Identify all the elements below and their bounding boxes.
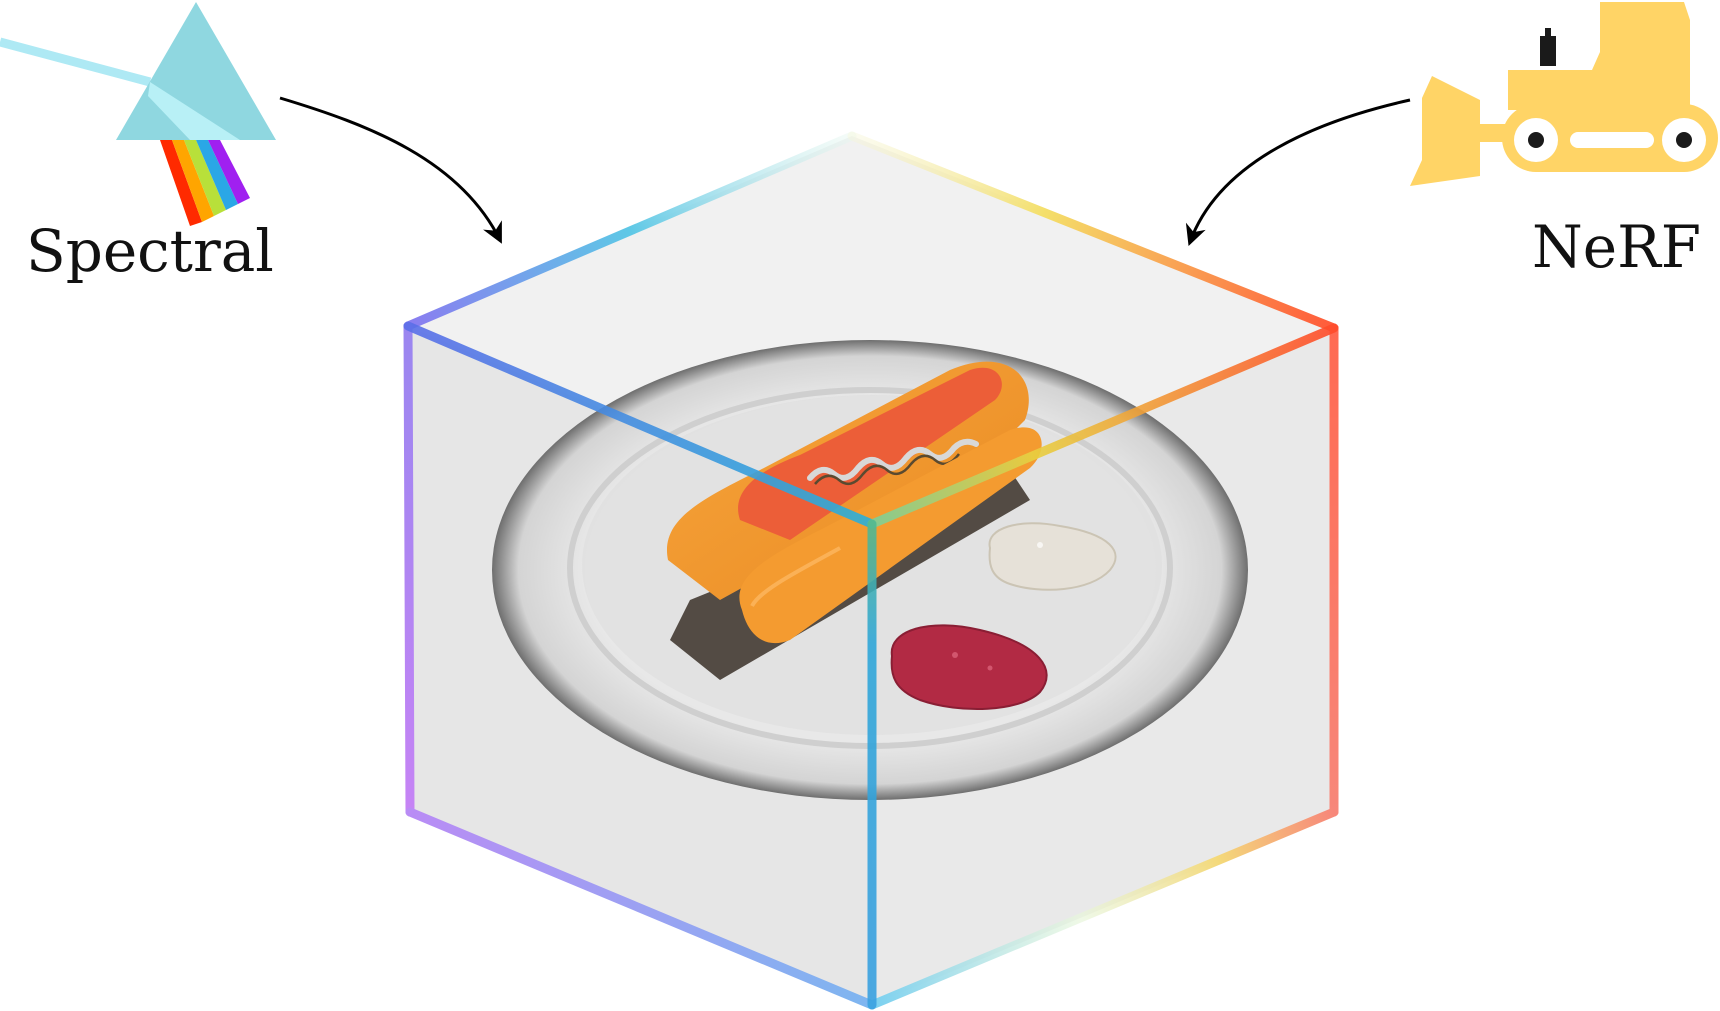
- rainbow-spectrum: [160, 140, 250, 226]
- prism-rainbow-icon: [0, 2, 276, 226]
- spectral-arrow: [279, 96, 502, 244]
- nerf-arrow: [1185, 98, 1411, 246]
- cube-wireframe: [403, 131, 1339, 1010]
- cube-edge: [847, 131, 1339, 333]
- mayo-dollop: [988, 522, 1117, 591]
- light-beam: [0, 37, 152, 87]
- cube-edge: [403, 321, 415, 817]
- cube-edge: [867, 807, 1339, 1010]
- cube-edge: [867, 323, 1339, 529]
- cube-edge: [403, 321, 877, 529]
- bulldozer-icon: [1410, 2, 1718, 186]
- prism-body: [116, 2, 276, 140]
- bulldozer-exhaust: [1540, 36, 1556, 66]
- prism-inner-beam: [148, 82, 240, 140]
- bulldozer-cab: [1508, 2, 1690, 110]
- cube-edge: [403, 131, 857, 331]
- cube-edge: [405, 807, 877, 1010]
- nerf-label: NeRF: [1532, 213, 1701, 281]
- ketchup-dollop: [890, 624, 1048, 711]
- bulldozer-blade: [1410, 76, 1480, 186]
- spectral-label: Spectral: [26, 217, 274, 285]
